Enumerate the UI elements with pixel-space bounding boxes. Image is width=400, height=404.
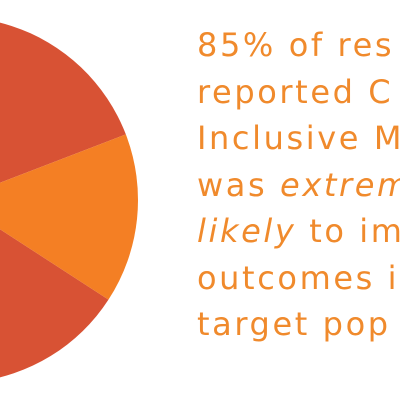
caption-line-5: likely to im — [197, 208, 400, 255]
caption-line-1: 85% of res — [197, 26, 395, 64]
caption-line-4-plain: was — [197, 165, 281, 204]
caption-line-3: Inclusive M — [197, 119, 400, 157]
caption-text: 85% of res reported C Inclusive M was ex… — [197, 22, 400, 348]
caption-line-2: reported C — [197, 72, 394, 111]
caption-emphasis-extremely: extrem — [280, 165, 400, 204]
caption-line-7: target pop — [197, 305, 391, 343]
pie-slice-2 — [0, 134, 138, 300]
caption-line-6: outcomes i — [197, 258, 400, 297]
pie-slice-1 — [0, 22, 126, 378]
caption-emphasis-likely: likely — [197, 212, 297, 250]
caption-line-4: was extrem — [197, 162, 400, 209]
caption-line-5-plain: to im — [296, 212, 400, 250]
